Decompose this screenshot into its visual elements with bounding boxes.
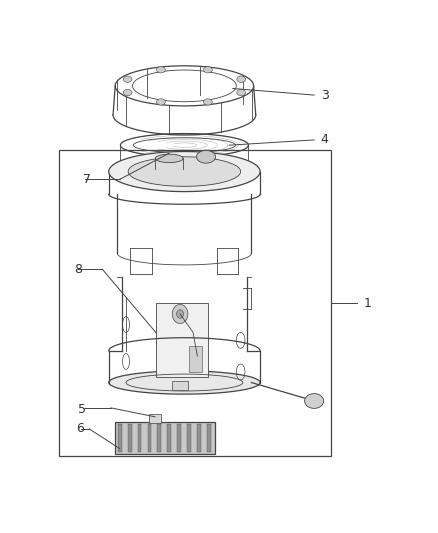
- Bar: [59, 150, 332, 456]
- Bar: [189, 345, 202, 372]
- Bar: [148, 414, 162, 423]
- Text: 7: 7: [83, 173, 91, 186]
- Bar: [118, 424, 122, 451]
- Text: 3: 3: [321, 88, 328, 102]
- Bar: [138, 424, 141, 451]
- Text: 8: 8: [74, 263, 82, 276]
- Polygon shape: [124, 76, 132, 83]
- Polygon shape: [204, 99, 212, 105]
- Bar: [172, 381, 188, 391]
- Text: 6: 6: [76, 423, 84, 435]
- Polygon shape: [177, 310, 184, 318]
- Text: 5: 5: [78, 403, 86, 416]
- Polygon shape: [156, 99, 165, 105]
- Bar: [148, 424, 152, 451]
- Polygon shape: [124, 90, 132, 96]
- Polygon shape: [237, 76, 245, 83]
- Bar: [177, 424, 181, 451]
- Text: 4: 4: [321, 133, 328, 147]
- Bar: [197, 424, 201, 451]
- Polygon shape: [155, 154, 183, 163]
- Polygon shape: [204, 67, 212, 73]
- Text: 1: 1: [364, 297, 372, 310]
- Bar: [157, 424, 161, 451]
- Polygon shape: [109, 151, 260, 191]
- Polygon shape: [128, 157, 240, 187]
- Polygon shape: [197, 150, 215, 163]
- Polygon shape: [109, 371, 260, 394]
- Bar: [115, 422, 215, 454]
- Polygon shape: [304, 393, 324, 408]
- Bar: [167, 424, 171, 451]
- Bar: [156, 303, 208, 377]
- Bar: [187, 424, 191, 451]
- Bar: [207, 424, 211, 451]
- Polygon shape: [156, 67, 165, 73]
- Bar: [128, 424, 131, 451]
- Polygon shape: [237, 90, 245, 96]
- Polygon shape: [172, 304, 188, 324]
